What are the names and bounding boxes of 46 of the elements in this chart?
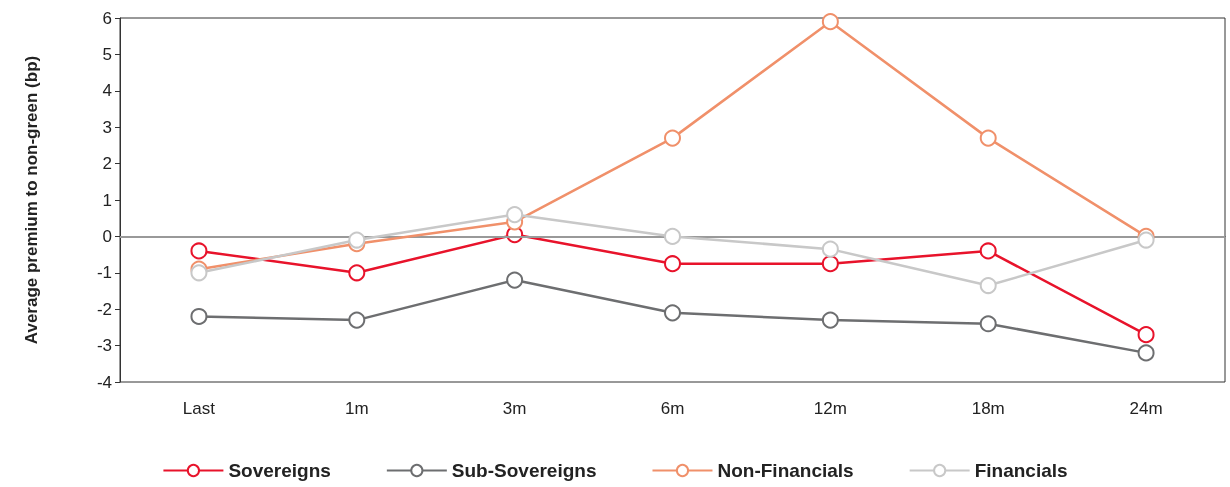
x-tick-label: 12m (813, 399, 847, 418)
y-tick-label: 4 (102, 81, 112, 101)
point (1137, 326, 1155, 344)
y-tick-label: -1 (96, 263, 112, 283)
point (664, 129, 681, 147)
point (821, 13, 839, 31)
point (190, 307, 208, 325)
point (979, 315, 997, 333)
point (664, 227, 681, 245)
y-tick-label: 2 (102, 154, 112, 174)
point (1137, 344, 1155, 362)
point (979, 277, 997, 295)
legend-label: Financials (974, 460, 1068, 481)
point (348, 231, 366, 249)
x-tick-label: 3m (502, 399, 527, 418)
point (506, 271, 524, 289)
point (506, 206, 524, 224)
point (821, 255, 839, 273)
point (821, 240, 839, 258)
x-tick-label: 18m (971, 399, 1005, 418)
legend-label: Sovereigns (228, 460, 331, 481)
legend-label: Non-Financials (717, 460, 854, 481)
point (190, 264, 208, 282)
point (821, 311, 839, 329)
point (348, 264, 366, 282)
point (1137, 231, 1155, 249)
y-tick-label: 6 (102, 8, 112, 28)
y-tick-label: 1 (102, 190, 112, 210)
point (190, 242, 208, 260)
y-tick-label: -2 (96, 299, 112, 319)
point (979, 242, 997, 260)
point (979, 129, 997, 147)
x-tick-label: 6m (660, 399, 685, 418)
point (664, 255, 681, 273)
point (348, 311, 366, 329)
y-tick-label: 3 (102, 117, 112, 137)
legend-label: Sub-Sovereigns (451, 460, 597, 481)
y-tick-label: 5 (102, 44, 112, 64)
x-tick-label: 1m (344, 399, 369, 418)
y-tick-label: -4 (96, 372, 112, 392)
y-axis-title: Average premium to non-green (bp) (22, 55, 41, 345)
y-tick-label: 0 (102, 226, 112, 246)
x-tick-label: 24m (1129, 399, 1163, 418)
y-tick-label: -3 (96, 336, 112, 356)
point (664, 304, 681, 322)
x-tick-label: Last (182, 399, 216, 418)
